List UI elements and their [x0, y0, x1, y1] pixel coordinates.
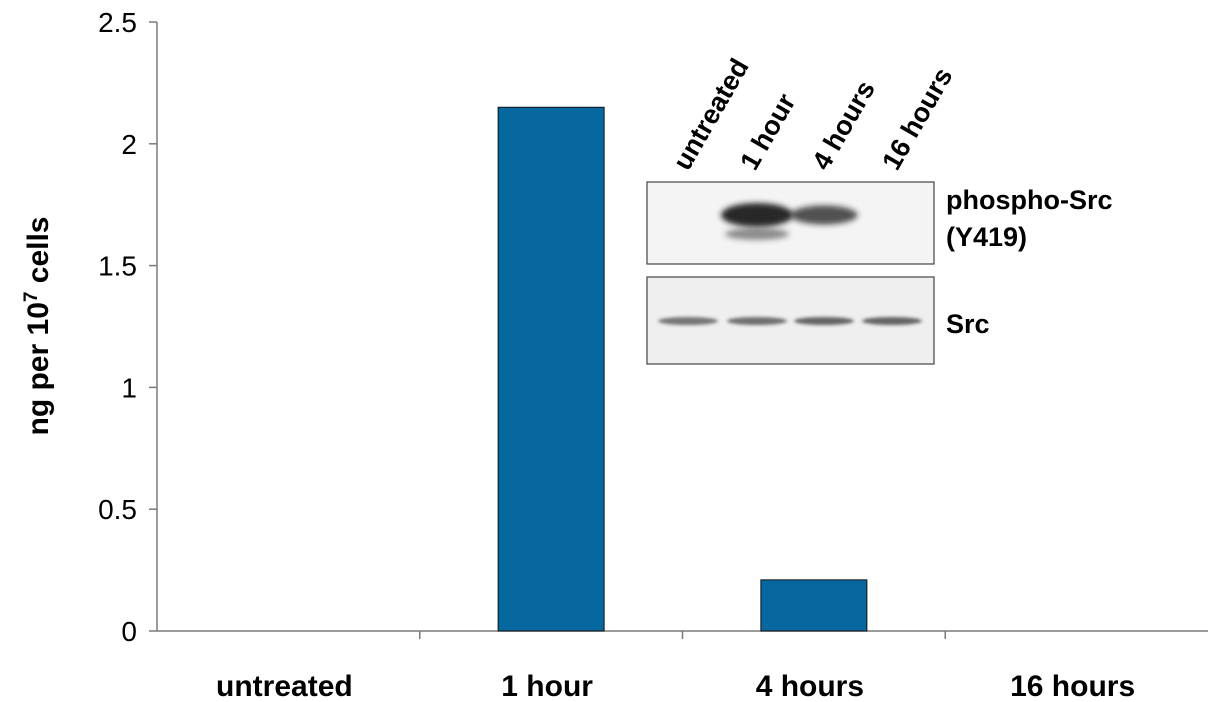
blot-band: [862, 317, 922, 325]
bars: [497, 106, 868, 632]
y-tick-label: 1.5: [98, 251, 137, 282]
bar: [760, 579, 868, 632]
blot-band: [727, 317, 787, 325]
y-tick-label: 0.5: [98, 494, 137, 525]
blot-band: [721, 203, 793, 227]
blot-band: [725, 228, 789, 240]
y-axis-label-prefix: ng per 10: [22, 302, 55, 435]
y-axis-label-superscript: 7: [21, 292, 42, 303]
blot-label-phospho-src: phospho-Src: [946, 185, 1113, 215]
x-category-label: 1 hour: [501, 670, 593, 702]
blot-lane-label: 4 hours: [806, 76, 881, 175]
y-axis-label: ng per 107 cells: [21, 216, 55, 435]
blot-lane-label: 1 hour: [734, 88, 801, 175]
y-tick-label: 1: [121, 372, 137, 403]
y-tick-label: 2: [121, 129, 137, 160]
x-category-label: 4 hours: [756, 670, 864, 702]
blot-bands: [658, 203, 922, 325]
y-axis-ticks: 0 0.5 1 1.5 2 2.5: [98, 7, 157, 647]
blot-band: [658, 317, 718, 325]
blot-label-src: Src: [946, 309, 990, 339]
bar: [497, 106, 605, 632]
y-tick-label: 2.5: [98, 7, 137, 38]
blot-panel-phospho-src: [646, 181, 935, 265]
y-tick-label: 0: [121, 616, 137, 647]
x-axis-ticks: [419, 631, 946, 639]
x-category-label: untreated: [216, 670, 353, 702]
blot-band: [794, 317, 854, 325]
blot-lane-label: 16 hours: [876, 63, 958, 175]
x-category-label: 16 hours: [1010, 670, 1135, 702]
y-axis-label-suffix: cells: [22, 216, 55, 291]
blot-label-phospho-src-site: (Y419): [946, 222, 1027, 252]
x-axis-category-labels: untreated 1 hour 4 hours 16 hours: [216, 670, 1135, 702]
blot-band: [790, 205, 858, 225]
